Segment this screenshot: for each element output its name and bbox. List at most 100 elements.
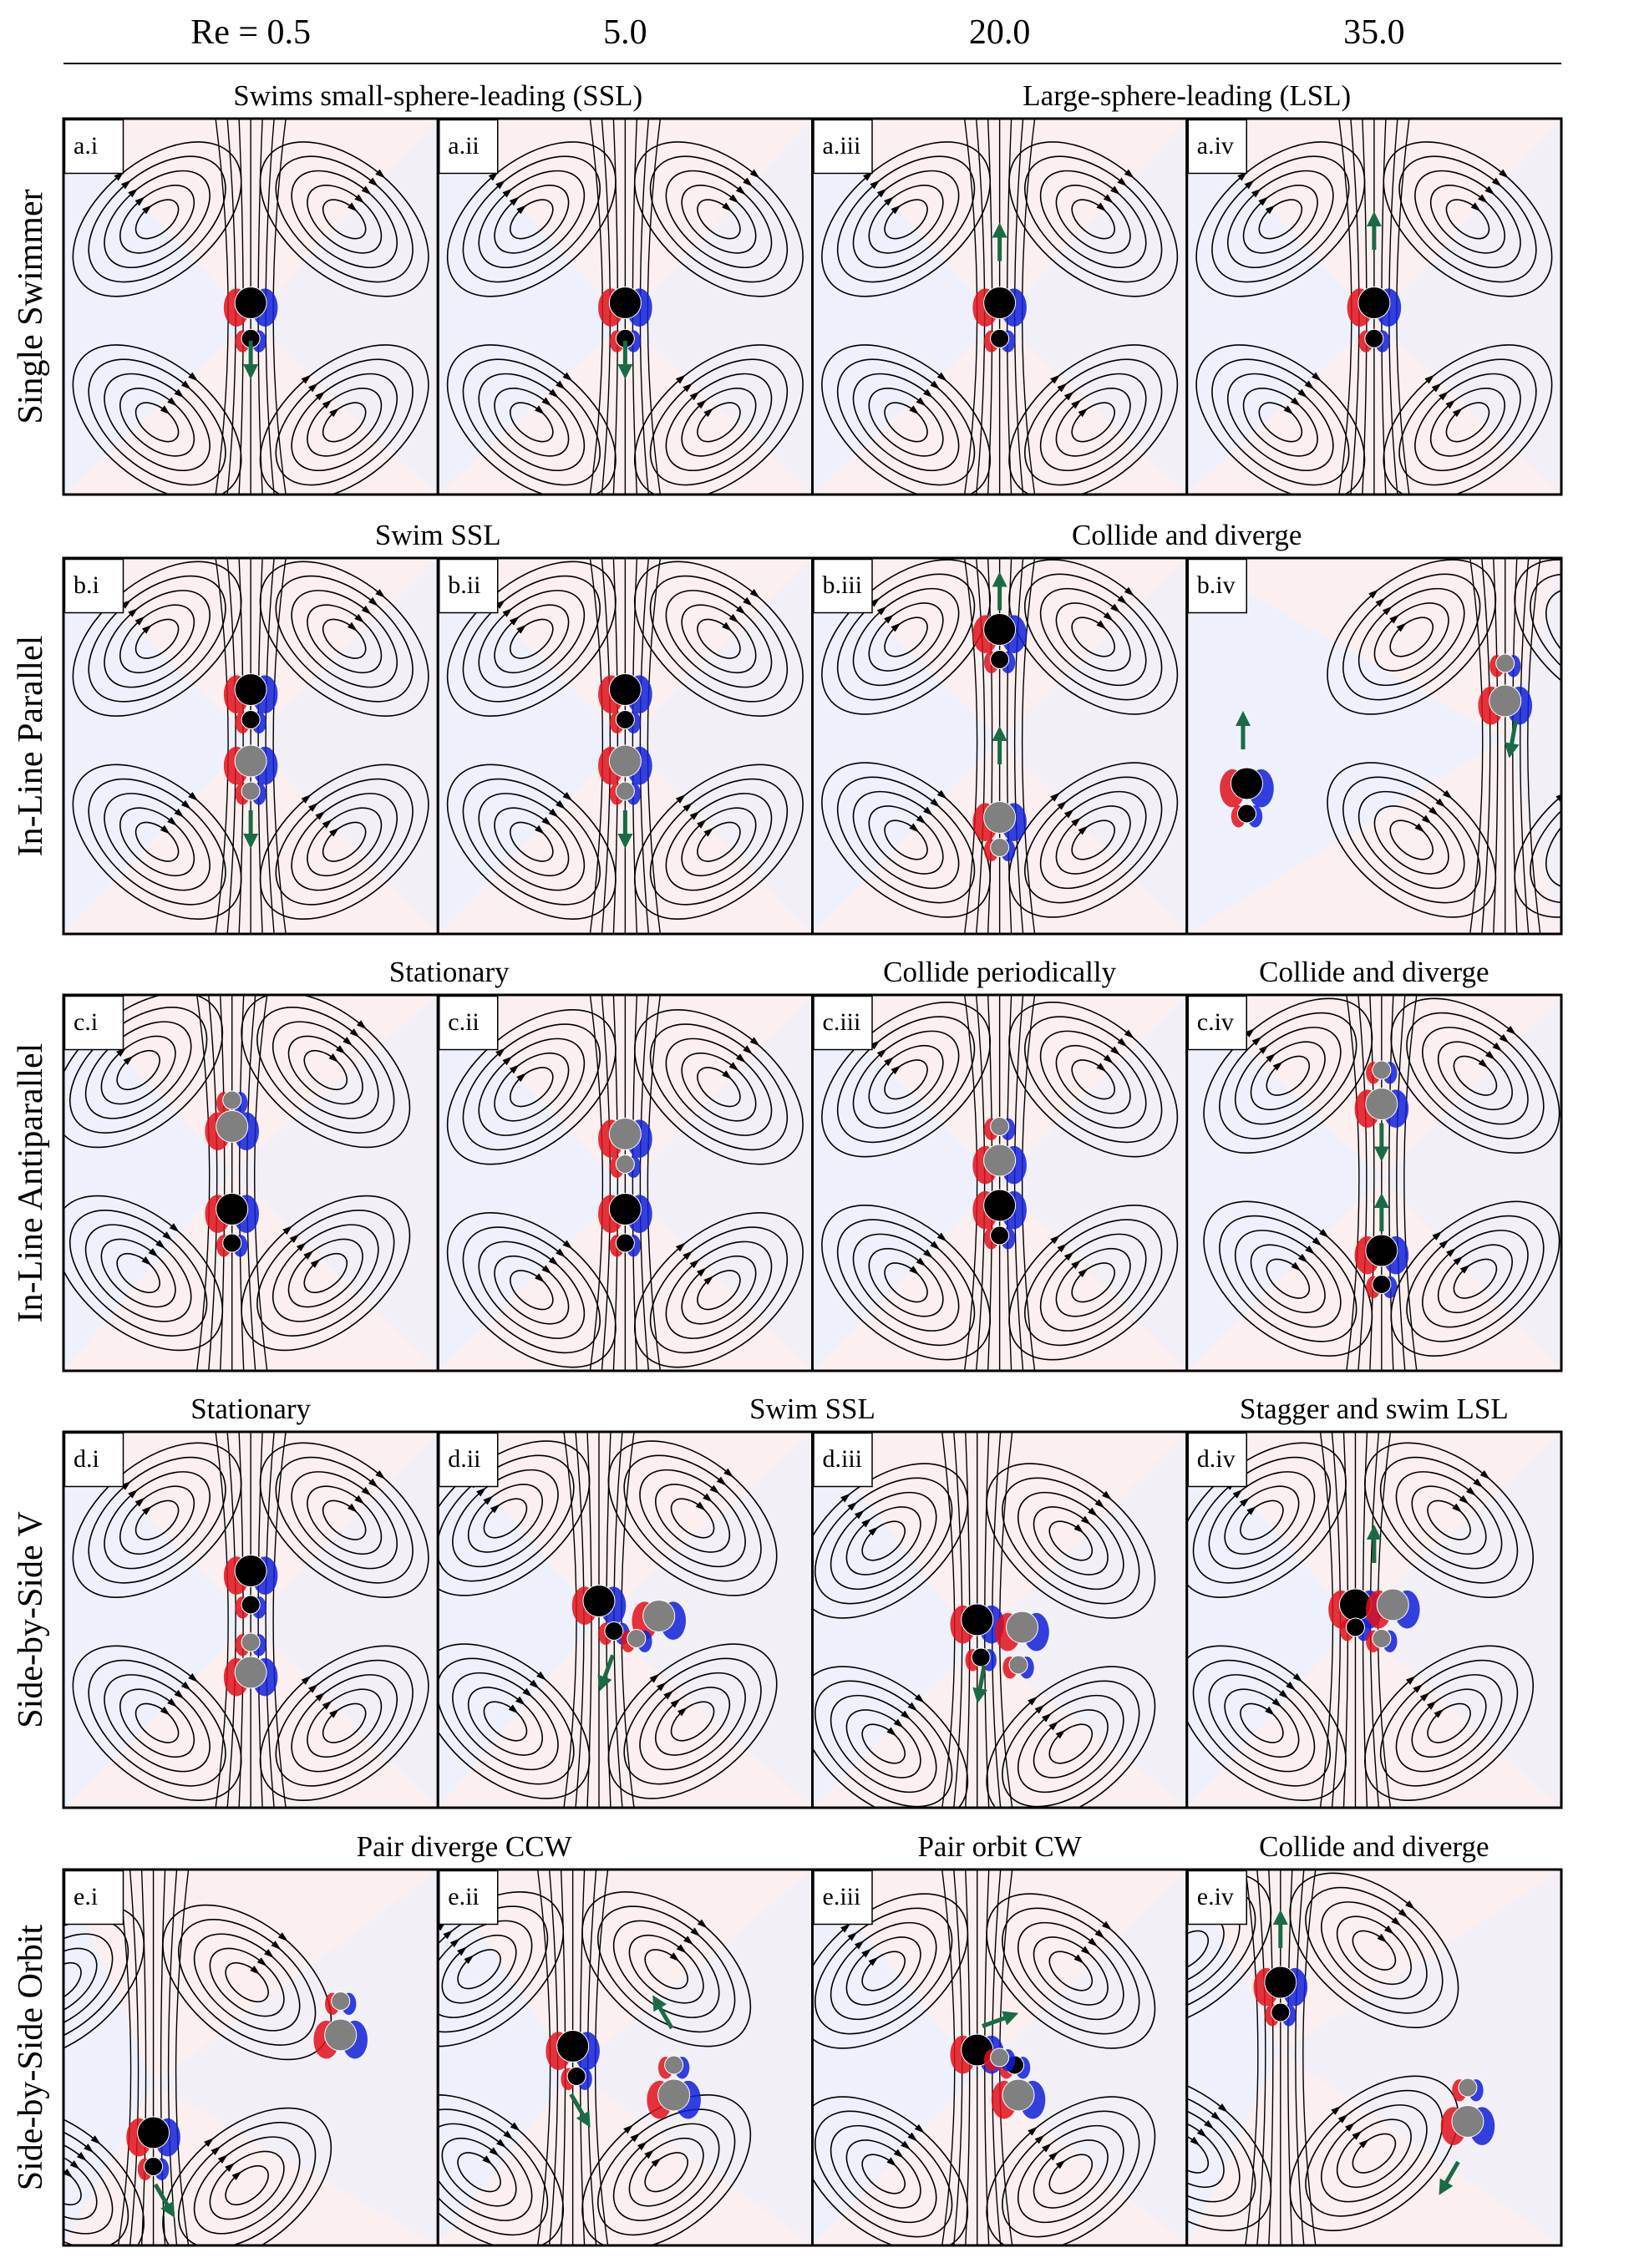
swim-arrow <box>992 726 1007 764</box>
vorticity-quadrant <box>1355 1432 1561 1808</box>
panel-label: c.iv <box>1197 1008 1234 1036</box>
stream-arrowhead <box>884 1057 894 1067</box>
stream-arrowhead <box>548 808 559 818</box>
panel-label-box <box>813 1870 873 1926</box>
stream-arrowhead <box>1452 408 1463 418</box>
stream-arrowhead <box>1452 1503 1463 1513</box>
vorticity-quadrant <box>1186 1432 1356 1808</box>
sphere <box>1008 1655 1028 1675</box>
stream-arrowhead <box>1190 2136 1200 2146</box>
swim-arrow-head <box>243 834 259 849</box>
stream-arrowhead <box>876 188 887 198</box>
stream-arrowhead <box>502 188 513 198</box>
vorticity-quadrant <box>251 1432 439 1808</box>
flow-panel <box>812 1432 1187 1808</box>
stream-arrowhead <box>535 1273 545 1283</box>
streamline <box>589 995 604 1371</box>
swim-arrow <box>597 1654 615 1692</box>
panel-label-box <box>439 558 499 614</box>
stream-arrowhead <box>728 1062 739 1072</box>
streamline <box>1545 790 1561 890</box>
stream-arrowhead <box>354 613 365 623</box>
panel-label-box <box>63 119 124 175</box>
stream-arrowhead <box>562 791 573 801</box>
streamline <box>639 995 650 1371</box>
sphere <box>1365 1088 1398 1120</box>
stream-arrowhead <box>509 196 520 206</box>
row-label: Single Swimmer <box>12 189 50 424</box>
sphere <box>990 650 1010 669</box>
stream-arrowhead <box>329 1708 339 1718</box>
stream-arrowhead <box>134 196 145 206</box>
stream-arrowhead <box>1124 1029 1134 1039</box>
streamline <box>239 995 245 1371</box>
panel-frame <box>1185 1430 1563 1809</box>
flow-panel <box>812 558 1187 934</box>
swim-arrow <box>992 571 1007 611</box>
streamline <box>1493 558 1499 934</box>
swim-arrow <box>992 222 1007 261</box>
streamline <box>1514 559 1561 715</box>
stream-arrowhead <box>749 169 760 179</box>
sphere <box>608 744 642 778</box>
stream-arrowhead <box>141 1505 152 1515</box>
swim-arrow-head <box>1373 1193 1389 1208</box>
sphere <box>582 1585 616 1617</box>
sphere <box>1458 2078 1478 2098</box>
stream-arrowhead <box>329 408 339 418</box>
streamline <box>272 558 287 934</box>
stream-arrowhead <box>1034 2134 1045 2144</box>
panel-label-box <box>1187 558 1247 614</box>
flow-panel <box>1186 558 1561 934</box>
stream-arrowhead <box>1491 177 1502 187</box>
panel-label-box <box>1187 1870 1247 1926</box>
stream-arrowhead <box>1071 817 1082 827</box>
stream-arrowhead <box>174 388 185 398</box>
stream-arrowhead <box>271 1941 282 1950</box>
sphere <box>216 1193 249 1225</box>
panel-label: e.i <box>74 1883 98 1910</box>
stream-arrowhead <box>1080 1515 1091 1525</box>
stream-arrowhead <box>449 1938 460 1948</box>
streamline <box>272 1432 287 1808</box>
panel-label-box <box>63 1870 124 1926</box>
stream-arrowhead <box>1459 1264 1470 1274</box>
stream-arrowhead <box>496 2139 506 2149</box>
stream-arrowhead <box>907 1702 918 1712</box>
stream-arrowhead <box>562 1240 573 1250</box>
stream-arrowhead <box>301 1676 312 1685</box>
stream-arrowhead <box>515 1696 525 1706</box>
stream-arrowhead <box>1368 589 1378 599</box>
stream-arrowhead <box>1389 614 1400 624</box>
stream-arrowhead <box>735 1053 746 1063</box>
stream-arrowhead <box>322 819 332 829</box>
swim-arrow <box>569 2093 591 2128</box>
stream-arrowhead <box>322 1700 332 1710</box>
sphere <box>566 2067 586 2086</box>
row-caption: Pair diverge CCW <box>357 1830 572 1863</box>
stream-arrowhead <box>562 372 573 382</box>
streamline <box>238 1432 244 1808</box>
vorticity-quadrant <box>812 995 1000 1371</box>
stream-arrowhead <box>361 1486 372 1496</box>
stream-arrowhead <box>1485 1050 1495 1060</box>
stream-arrowhead <box>90 2135 101 2144</box>
stream-arrowhead <box>1473 1478 1484 1488</box>
stream-arrowhead <box>476 1487 486 1497</box>
stream-arrowhead <box>167 816 177 826</box>
vorticity-quadrant <box>153 1870 439 2245</box>
stream-arrowhead <box>870 180 880 190</box>
stream-arrowhead <box>1050 1235 1060 1245</box>
stream-arrowhead <box>541 1265 552 1275</box>
stream-arrowhead <box>1453 1256 1464 1266</box>
stream-arrowhead <box>893 2149 904 2159</box>
stream-arrowhead <box>1479 1469 1490 1479</box>
streamline <box>1403 995 1418 1371</box>
stream-arrowhead <box>735 185 746 195</box>
stream-arrowhead <box>502 1056 513 1066</box>
streamline <box>1530 573 1561 701</box>
stream-arrowhead <box>1251 1036 1262 1046</box>
stream-arrowhead <box>250 1966 261 1975</box>
stream-arrowhead <box>1110 185 1120 195</box>
stream-arrowhead <box>211 2146 221 2156</box>
